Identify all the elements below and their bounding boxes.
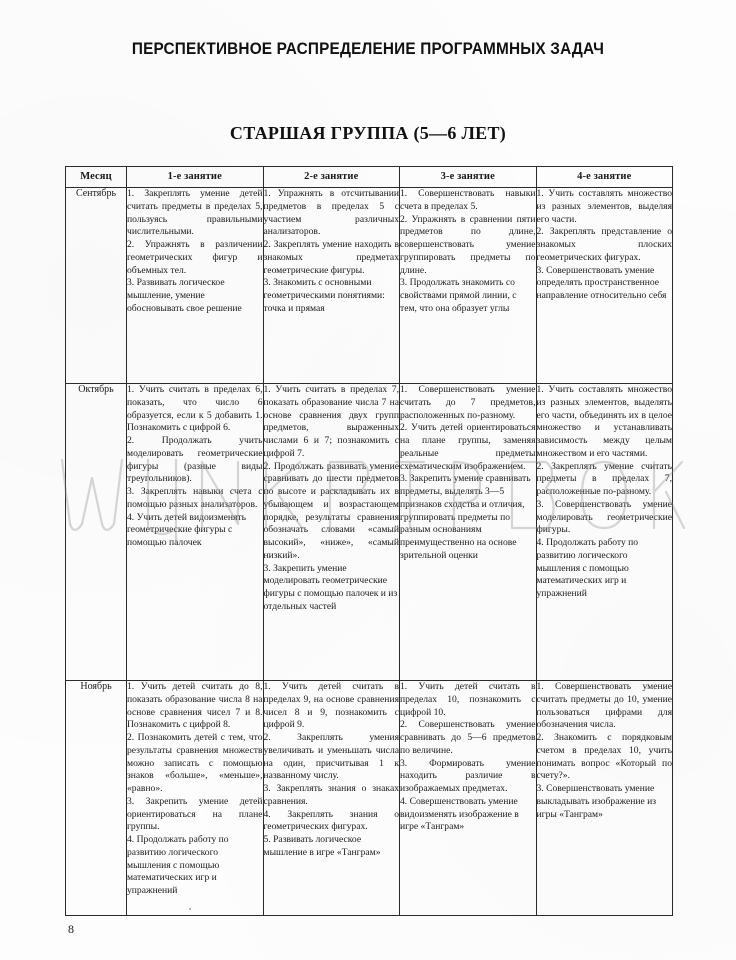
task-item: 2. Закреплять представление о знакомых п… <box>536 226 673 263</box>
task-item: 2. Закреплять умения увеличивать и умень… <box>263 732 400 782</box>
task-list: 1. Учить детей считать в пределах 10, по… <box>400 681 536 834</box>
column-header-month: Месяц <box>65 166 127 188</box>
task-item: 3. Продолжать знакомить со свойствами пр… <box>400 277 517 314</box>
task-item: 4. Закреплять знания о геометрических фи… <box>263 808 400 833</box>
lesson-cell: 1. Учить составлять множество из разных … <box>535 383 673 681</box>
task-item: 4. Учить детей видоизменять геометрическ… <box>127 511 247 549</box>
task-item: 3. Совершенствовать умение моделировать … <box>536 498 673 536</box>
task-item: 3. Закреплять навыки счета с помощью раз… <box>127 486 263 510</box>
task-list: 1. Совершенствовать умение считать до 7 … <box>400 384 536 563</box>
table-row: Ноябрь 1. Учить детей считать до 8, пока… <box>65 680 673 916</box>
task-item: 2. Закреплять умение считать предметы в … <box>536 460 673 498</box>
plan-table-container: Месяц 1-е занятие 2-е занятие 3-е заняти… <box>65 166 673 916</box>
task-item: 3. Развивать логическое мышление, умение… <box>127 277 242 314</box>
lesson-cell: 1. Учить считать в пределах 6, показать,… <box>126 383 264 681</box>
task-item: 1. Совершенствовать навыки счета в преде… <box>400 188 536 212</box>
task-item: 1. Закреплять умение детей считать предм… <box>127 188 263 238</box>
task-item: 1. Упражнять в отсчитывании предметов в … <box>263 188 400 238</box>
task-list: 1. Учить составлять множество из разных … <box>537 384 673 601</box>
task-item: 3. Совершенствовать умение определять пр… <box>536 264 667 302</box>
lesson-cell: 1. Учить детей считать до 8, показать об… <box>126 680 264 916</box>
task-item: 3. Формировать умение находить различие … <box>400 757 536 795</box>
task-item: 1. Учить составлять множество из разных … <box>536 384 673 459</box>
column-header-lesson-3: 3-е занятие <box>399 166 537 188</box>
program-tasks-table: Месяц 1-е занятие 2-е занятие 3-е заняти… <box>65 166 673 916</box>
task-list: 1. Закреплять умение детей считать предм… <box>127 188 263 316</box>
task-item: 1. Учить составлять множество из разных … <box>536 188 673 225</box>
lesson-cell: 1. Совершенствовать умение считать предм… <box>535 680 673 916</box>
task-item: 2. Познакомить детей с тем, что результа… <box>127 732 263 794</box>
task-item: 2. Учить детей ориентироваться на плане … <box>400 422 536 472</box>
task-list: 1. Совершенствовать навыки счета в преде… <box>400 188 536 316</box>
section-title: СТАРШАЯ ГРУППА (5—6 ЛЕТ) <box>229 123 507 143</box>
task-item: 2. Упражнять в различении геометрических… <box>127 239 263 276</box>
lesson-cell: 1. Учить составлять множество из разных … <box>535 187 673 384</box>
task-list: 1. Учить детей считать в пределах 9, на … <box>264 681 400 860</box>
month-cell: Сентябрь <box>65 187 127 384</box>
task-item: 1. Совершенствовать умение считать предм… <box>536 681 673 731</box>
lesson-cell: 1. Учить детей считать в пределах 10, по… <box>399 680 537 916</box>
table-row: Октябрь 1. Учить считать в пределах 6, п… <box>65 383 673 681</box>
task-item: 3. Закреплять знания о знаках сравнения. <box>263 783 400 807</box>
task-item: 1. Учить детей считать до 8, показать об… <box>127 681 263 731</box>
task-item: 3. Совершенствовать умение выкладывать и… <box>536 783 657 820</box>
task-item: 2. Упражнять в сравнении пяти предметов … <box>400 213 536 276</box>
table-header-row: Месяц 1-е занятие 2-е занятие 3-е заняти… <box>65 166 673 188</box>
task-item: 3. Закрепить умение сравнивать предметы,… <box>400 473 531 561</box>
task-list: 1. Учить считать в пределах 6, показать,… <box>127 384 263 550</box>
table-header: Месяц 1-е занятие 2-е занятие 3-е заняти… <box>65 166 673 188</box>
table-row: Сентябрь 1. Закреплять умение детей счит… <box>65 187 673 384</box>
lesson-cell: 1. Закреплять умение детей считать предм… <box>126 187 264 384</box>
task-item: 5. Развивать логическое мышление в игре … <box>263 834 381 858</box>
task-item: 1. Учить считать в пределах 6, показать,… <box>127 384 263 434</box>
month-cell: Ноябрь <box>65 680 127 916</box>
task-item: 2. Знакомить с порядковым счетом в преде… <box>536 732 673 782</box>
lesson-cell: 1. Учить считать в пределах 7, показать … <box>262 383 400 681</box>
month-cell: Октябрь <box>65 383 127 681</box>
task-item: 3. Знакомить с основными геометрическими… <box>263 277 385 314</box>
column-header-lesson-1: 1-е занятие <box>126 166 264 188</box>
task-item: 1. Учить считать в пределах 7, показать … <box>263 384 400 459</box>
task-list: 1. Упражнять в отсчитывании предметов в … <box>264 188 400 316</box>
task-list: 1. Учить составлять множество из разных … <box>537 188 673 303</box>
task-item: 3. Закрепить умение моделировать геометр… <box>263 562 398 612</box>
task-list: 1. Учить считать в пределах 7, показать … <box>264 384 400 614</box>
task-item: 2. Продолжать развивать умение сравниват… <box>263 460 400 561</box>
scan-speck <box>189 908 191 910</box>
column-header-lesson-4: 4-е занятие <box>535 166 673 188</box>
task-list: 1. Учить детей считать до 8, показать об… <box>127 681 263 898</box>
task-list: 1. Совершенствовать умение считать предм… <box>537 681 673 821</box>
task-item: 2. Закреплять умение находить в знакомых… <box>263 239 400 276</box>
page-number: 8 <box>68 922 74 936</box>
task-item: 1. Учить детей считать в пределах 9, на … <box>263 681 400 731</box>
task-item: 2. Совершенствовать умение сравнивать до… <box>400 719 536 756</box>
column-header-lesson-2: 2-е занятие <box>262 166 400 188</box>
task-item: 4. Продолжать работу по развитию логичес… <box>127 834 229 896</box>
task-item: 4. Продолжать работу по развитию логичес… <box>536 537 639 599</box>
task-item: 3. Закрепить умение детей ориентироватьс… <box>127 795 263 833</box>
task-item: 1. Учить детей считать в пределах 10, по… <box>400 681 536 718</box>
page-title: ПЕРСПЕКТИВНОЕ РАСПРЕДЕЛЕНИЕ ПРОГРАММНЫХ … <box>131 40 605 58</box>
table-body: Сентябрь 1. Закреплять умение детей счит… <box>65 187 673 916</box>
lesson-cell: 1. Упражнять в отсчитывании предметов в … <box>262 187 400 384</box>
lesson-cell: 1. Совершенствовать навыки счета в преде… <box>399 187 537 384</box>
task-item: 1. Совершенствовать умение считать до 7 … <box>400 384 536 421</box>
lesson-cell: 1. Учить детей считать в пределах 9, на … <box>262 680 400 916</box>
task-item: 4. Совершенствовать умение видоизменять … <box>400 795 519 833</box>
lesson-cell: 1. Совершенствовать умение считать до 7 … <box>399 383 537 681</box>
task-item: 2. Продолжать учить моделировать геометр… <box>127 435 263 485</box>
